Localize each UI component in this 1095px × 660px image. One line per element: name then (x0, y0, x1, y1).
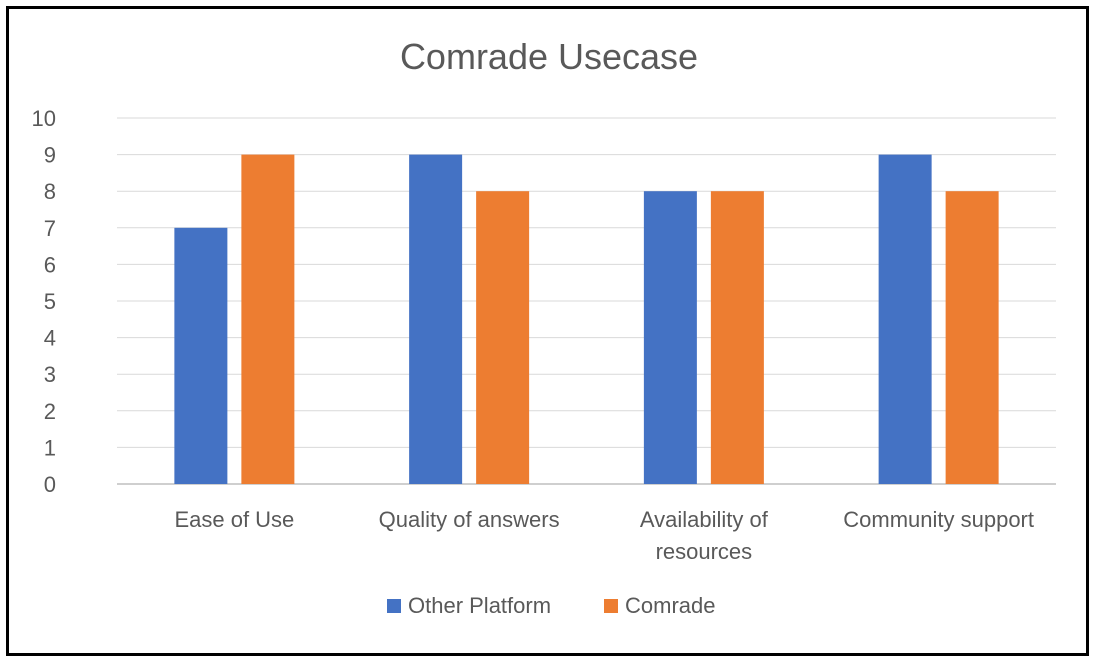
legend-swatch (387, 599, 401, 613)
y-tick-label: 0 (44, 472, 56, 497)
legend-label: Comrade (625, 593, 715, 618)
chart-frame: Comrade Usecase 0 1 2 3 4 5 6 7 8 9 10 Ease of Use… (6, 6, 1089, 656)
y-tick-label: 3 (44, 362, 56, 387)
bar-comrade (710, 191, 764, 484)
legend-swatch (604, 599, 618, 613)
bar-other-platform (174, 227, 228, 485)
x-category-label: Quality of answers (379, 507, 560, 532)
bar-comrade (945, 191, 999, 484)
y-axis-ticks: 0 1 2 3 4 5 6 7 8 9 10 (32, 106, 56, 497)
x-category-label: Ease of Use (174, 507, 294, 532)
y-tick-label: 8 (44, 179, 56, 204)
bar-chart: Comrade Usecase 0 1 2 3 4 5 6 7 8 9 10 Ease of Use… (32, 36, 1056, 618)
y-tick-label: 5 (44, 289, 56, 314)
bar-other-platform (409, 154, 463, 484)
chart-title: Comrade Usecase (400, 36, 698, 77)
y-tick-label: 10 (32, 106, 56, 131)
y-tick-label: 2 (44, 399, 56, 424)
legend-label: Other Platform (408, 593, 551, 618)
y-tick-label: 9 (44, 143, 56, 168)
x-axis-categories: Ease of Use Quality of answers Availabilit… (174, 507, 1034, 564)
bars (174, 154, 999, 485)
bar-comrade (241, 154, 295, 484)
y-tick-label: 1 (44, 435, 56, 460)
y-tick-label: 6 (44, 252, 56, 277)
legend: Other Platform Comrade (387, 593, 715, 618)
bar-comrade (476, 191, 530, 484)
x-category-label: Community support (843, 507, 1034, 532)
x-category-label: Availability of resources (640, 507, 769, 564)
bar-other-platform (878, 154, 932, 484)
y-tick-label: 7 (44, 216, 56, 241)
y-tick-label: 4 (44, 326, 56, 351)
bar-other-platform (643, 191, 697, 484)
